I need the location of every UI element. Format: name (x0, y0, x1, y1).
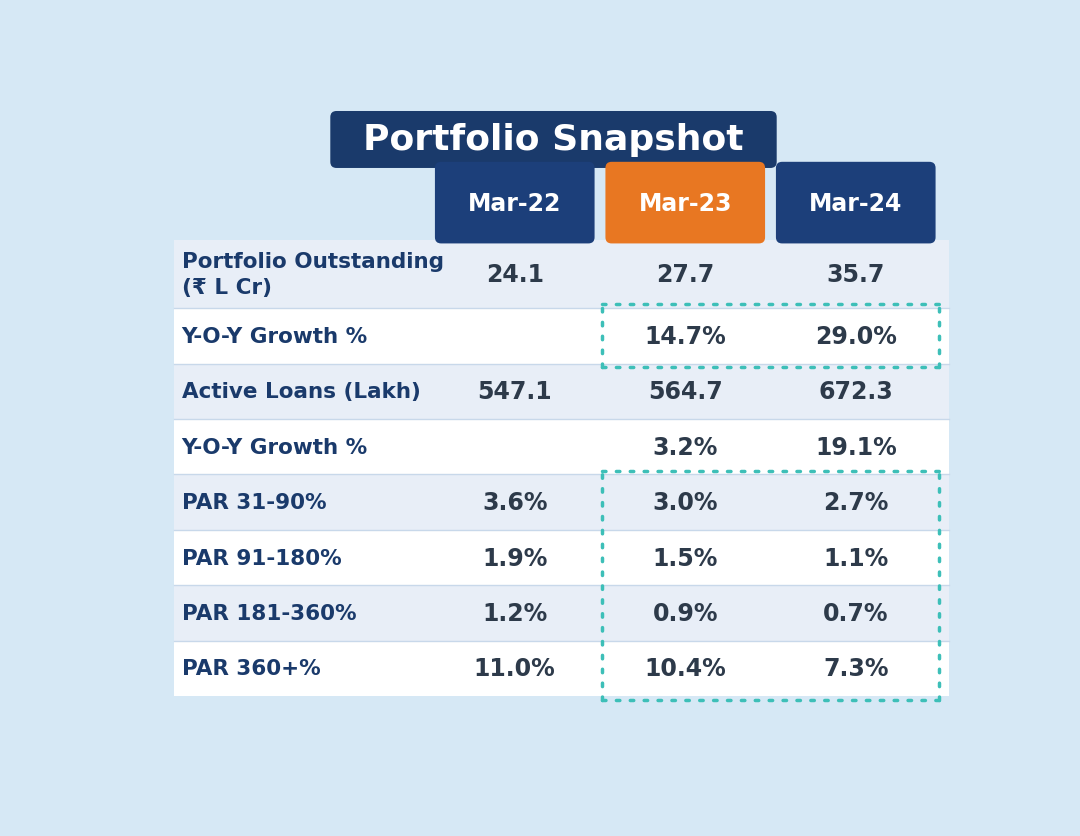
Text: PAR 181-360%: PAR 181-360% (181, 604, 356, 624)
FancyBboxPatch shape (606, 163, 765, 244)
Bar (174, 241, 948, 308)
Text: Portfolio Outstanding
(₹ L Cr): Portfolio Outstanding (₹ L Cr) (181, 252, 444, 298)
Text: Y-O-Y Growth %: Y-O-Y Growth % (181, 437, 367, 457)
Text: Mar-22: Mar-22 (468, 191, 562, 216)
Text: 11.0%: 11.0% (474, 657, 555, 681)
Text: PAR 360+%: PAR 360+% (181, 659, 320, 679)
Text: Active Loans (Lakh): Active Loans (Lakh) (181, 382, 420, 402)
Bar (174, 364, 948, 420)
Text: 2.7%: 2.7% (823, 491, 889, 514)
Bar (174, 308, 948, 364)
Text: 1.2%: 1.2% (482, 601, 548, 625)
Text: PAR 31-90%: PAR 31-90% (181, 492, 326, 512)
Bar (174, 420, 948, 475)
Bar (174, 585, 948, 641)
Text: 547.1: 547.1 (477, 380, 552, 404)
Text: Mar-24: Mar-24 (809, 191, 903, 216)
Text: 35.7: 35.7 (826, 263, 885, 287)
Text: 3.2%: 3.2% (652, 436, 718, 459)
Bar (174, 475, 948, 530)
Text: 24.1: 24.1 (486, 263, 543, 287)
Text: 1.1%: 1.1% (823, 546, 889, 570)
Text: 564.7: 564.7 (648, 380, 723, 404)
FancyBboxPatch shape (435, 163, 595, 244)
Text: 1.9%: 1.9% (482, 546, 548, 570)
Text: 3.6%: 3.6% (482, 491, 548, 514)
FancyBboxPatch shape (775, 163, 935, 244)
Text: 7.3%: 7.3% (823, 657, 889, 681)
Text: 19.1%: 19.1% (815, 436, 896, 459)
Text: 29.0%: 29.0% (814, 324, 896, 349)
Bar (174, 530, 948, 585)
Text: 3.0%: 3.0% (652, 491, 718, 514)
Text: 1.5%: 1.5% (652, 546, 718, 570)
Bar (174, 641, 948, 696)
Text: PAR 91-180%: PAR 91-180% (181, 548, 341, 568)
Text: Portfolio Snapshot: Portfolio Snapshot (363, 124, 744, 157)
Text: Mar-23: Mar-23 (638, 191, 732, 216)
Text: Y-O-Y Growth %: Y-O-Y Growth % (181, 326, 367, 346)
Text: 0.7%: 0.7% (823, 601, 889, 625)
Text: 27.7: 27.7 (657, 263, 714, 287)
FancyBboxPatch shape (330, 112, 777, 169)
Text: 14.7%: 14.7% (645, 324, 726, 349)
Text: 672.3: 672.3 (819, 380, 893, 404)
Text: 10.4%: 10.4% (645, 657, 726, 681)
Text: 0.9%: 0.9% (652, 601, 718, 625)
